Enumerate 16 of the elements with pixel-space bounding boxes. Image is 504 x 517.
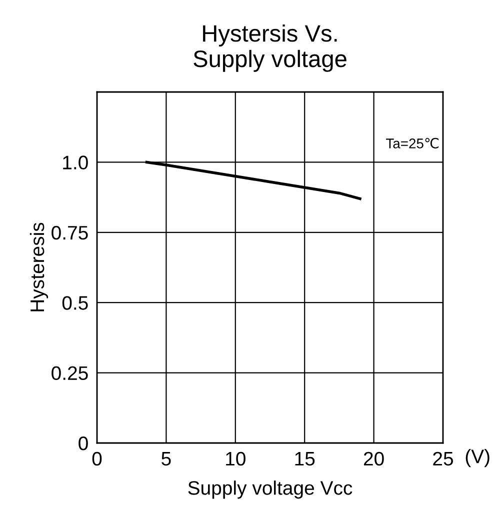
x-tick-label: 25 — [433, 452, 453, 466]
y-tick-label: 0.5 — [62, 296, 88, 310]
x-tick-label: 15 — [295, 452, 315, 466]
chart-title: Hystersis Vs. Supply voltage — [194, 24, 346, 72]
x-tick-label: 10 — [226, 452, 246, 466]
y-tick-label: 0.25 — [52, 366, 88, 380]
y-axis-title: Hysteresis — [30, 222, 48, 312]
x-axis-title: Supply voltage Vcc — [188, 480, 352, 499]
y-tick-label: 1.0 — [63, 156, 88, 170]
y-tick-label: 0.75 — [52, 226, 88, 240]
x-tick-label: 5 — [162, 452, 171, 466]
text: (V) — [466, 449, 490, 468]
x-tick-label: 20 — [364, 452, 384, 466]
annotation: Ta=25℃ — [386, 138, 439, 148]
y-tick-label: 0 — [78, 436, 88, 450]
x-tick-label: 0 — [92, 452, 102, 466]
